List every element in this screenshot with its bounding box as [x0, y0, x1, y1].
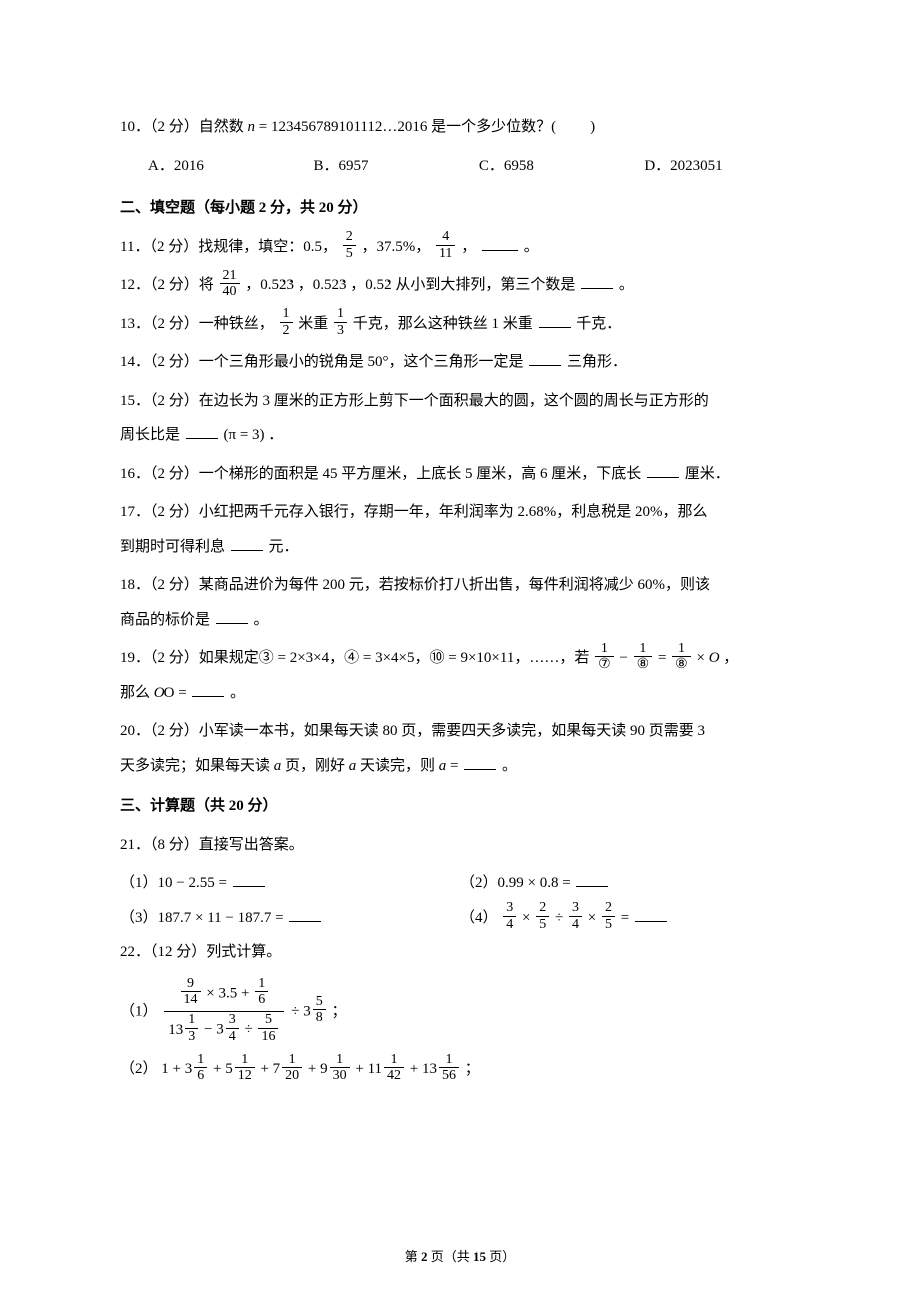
q16-prefix: 16．（2 分）一个梯形的面积是 45 平方厘米，上底长 5 厘米，高 6 厘米…	[120, 466, 641, 482]
question-19: 19．（2 分）如果规定③ = 2×3×4，④ = 3×4×5，⑩ = 9×10…	[120, 641, 800, 710]
q19-blank	[192, 682, 224, 697]
frac-2-5a: 25	[536, 900, 549, 932]
q21-p1: （1）10 − 2.55 =	[120, 866, 460, 901]
q21-p2-blank	[576, 872, 608, 887]
q12-blank	[581, 274, 613, 289]
section-3-title: 三、计算题（共 20 分）	[120, 789, 800, 824]
q21-p3: （3）187.7 × 11 − 187.7 =	[120, 901, 460, 936]
q17-blank	[231, 536, 263, 551]
question-12: 12．（2 分）将 2140 ，0.523 ，0.523 ，0.52 从小到大排…	[120, 268, 800, 303]
q12-mid2: ，0.52	[298, 277, 339, 293]
q21-p3-blank	[289, 907, 321, 922]
q10-var: n	[248, 119, 256, 135]
frac-21-40: 2140	[220, 268, 240, 300]
q21-p1-blank	[233, 872, 265, 887]
q10-option-d: D．2023051	[644, 149, 800, 184]
q16-suffix: 厘米．	[685, 466, 730, 482]
question-10: 10．（2 分）自然数 n = 123456789101112…2016 是一个…	[120, 110, 800, 145]
frac-3-4b: 34	[569, 900, 582, 932]
question-14: 14．（2 分）一个三角形最小的锐角是 50°，这个三角形一定是 三角形．	[120, 345, 800, 380]
frac-1-c8a: 1⑧	[634, 641, 653, 673]
frac-1-c7: 1⑦	[595, 641, 614, 673]
q15-blank	[186, 424, 218, 439]
q20-blank	[464, 755, 496, 770]
q13-mid2: 千克，那么这种铁丝 1 米重	[353, 316, 533, 332]
q20-line1: 20．（2 分）小军读一本书，如果每天读 80 页，需要四天多读完，如果每天读 …	[120, 714, 800, 749]
question-21-title: 21．（8 分）直接写出答案。	[120, 828, 800, 863]
frac-1-2: 12	[280, 306, 293, 338]
q11-mid2: ，	[461, 239, 476, 255]
question-13: 13．（2 分）一种铁丝， 12 米重 13 千克，那么这种铁丝 1 米重 千克…	[120, 307, 800, 342]
question-11: 11．（2 分）找规律，填空：0.5， 25 ，37.5%， 411 ， 。	[120, 230, 800, 265]
q22-p2: （2） 1 + 316 + 5112 + 7120 + 9130 + 11142…	[120, 1052, 800, 1087]
frac-1-c8b: 1⑧	[672, 641, 691, 673]
q11-prefix: 11．（2 分）找规律，填空：0.5，	[120, 239, 337, 255]
q11-suffix: 。	[524, 239, 539, 255]
q13-blank	[539, 313, 571, 328]
q17-line2: 到期时可得利息 元．	[120, 530, 800, 565]
q18-line1: 18．（2 分）某商品进价为每件 200 元，若按标价打八折出售，每件利润将减少…	[120, 568, 800, 603]
q10-options: A．2016 B．6957 C．6958 D．2023051	[120, 149, 800, 184]
frac-2-5b: 25	[602, 900, 615, 932]
frac-2-5: 25	[343, 229, 356, 261]
q12-mid1: ，0.5	[245, 277, 279, 293]
q11-blank	[482, 236, 518, 251]
q21-p4: （4） 34 × 25 ÷ 34 × 25 =	[460, 901, 800, 936]
q21-row1: （1）10 − 2.55 = （2）0.99 × 0.8 =	[120, 866, 800, 901]
q21-row2: （3）187.7 × 11 − 187.7 = （4） 34 × 25 ÷ 34…	[120, 901, 800, 936]
q10-option-c: C．6958	[479, 149, 644, 184]
q14-prefix: 14．（2 分）一个三角形最小的锐角是 50°，这个三角形一定是	[120, 354, 524, 370]
q22-p1: （1） 914 × 3.5 + 16 1313 − 334 ÷ 516 ÷ 35…	[120, 976, 800, 1049]
q16-blank	[647, 463, 679, 478]
q18-line2: 商品的标价是 。	[120, 603, 800, 638]
question-18: 18．（2 分）某商品进价为每件 200 元，若按标价打八折出售，每件利润将减少…	[120, 568, 800, 637]
q12-suffix: 。	[619, 277, 634, 293]
q13-suffix: 千克．	[576, 316, 621, 332]
q15-line2: 周长比是 (π = 3) ．	[120, 418, 800, 453]
question-15: 15．（2 分）在边长为 3 厘米的正方形上剪下一个面积最大的圆，这个圆的周长与…	[120, 384, 800, 453]
q13-mid1: 米重	[298, 316, 328, 332]
q14-suffix: 三角形．	[567, 354, 627, 370]
q10-option-b: B．6957	[313, 149, 478, 184]
q22-p1-bigfrac: 914 × 3.5 + 16 1313 − 334 ÷ 516	[164, 976, 284, 1049]
frac-4-11: 411	[436, 229, 455, 261]
q19-line1: 19．（2 分）如果规定③ = 2×3×4，④ = 3×4×5，⑩ = 9×10…	[120, 641, 800, 676]
q10-suffix: )	[590, 119, 595, 135]
q19-line2: 那么 OO = 。	[120, 676, 800, 711]
q12-mid4: 从小到大排列，第三个数是	[395, 277, 575, 293]
q15-line1: 15．（2 分）在边长为 3 厘米的正方形上剪下一个面积最大的圆，这个圆的周长与…	[120, 384, 800, 419]
section-2-title: 二、填空题（每小题 2 分，共 20 分）	[120, 191, 800, 226]
q18-blank	[216, 609, 248, 624]
q12-prefix: 12．（2 分）将	[120, 277, 214, 293]
question-20: 20．（2 分）小军读一本书，如果每天读 80 页，需要四天多读完，如果每天读 …	[120, 714, 800, 783]
frac-3-4a: 34	[503, 900, 516, 932]
q10-prefix: 10．（2 分）自然数	[120, 119, 244, 135]
q21-p2: （2）0.99 × 0.8 =	[460, 866, 800, 901]
question-16: 16．（2 分）一个梯形的面积是 45 平方厘米，上底长 5 厘米，高 6 厘米…	[120, 457, 800, 492]
page-footer: 第 2 页（共 15 页）	[0, 1242, 920, 1272]
q13-prefix: 13．（2 分）一种铁丝，	[120, 316, 274, 332]
q11-mid1: ，37.5%，	[361, 239, 430, 255]
q14-blank	[529, 351, 561, 366]
q20-line2: 天多读完；如果每天读 a 页，刚好 a 天读完，则 a = 。	[120, 749, 800, 784]
q12-mid3: ，0.5	[350, 277, 384, 293]
question-22-title: 22．（12 分）列式计算。	[120, 935, 800, 970]
q21-p4-blank	[635, 907, 667, 922]
q17-line1: 17．（2 分）小红把两千元存入银行，存期一年，年利润率为 2.68%，利息税是…	[120, 495, 800, 530]
q10-mid: = 123456789101112…2016 是一个多少位数？(	[259, 119, 556, 135]
q10-option-a: A．2016	[148, 149, 313, 184]
question-17: 17．（2 分）小红把两千元存入银行，存期一年，年利润率为 2.68%，利息税是…	[120, 495, 800, 564]
frac-1-3: 13	[334, 306, 347, 338]
